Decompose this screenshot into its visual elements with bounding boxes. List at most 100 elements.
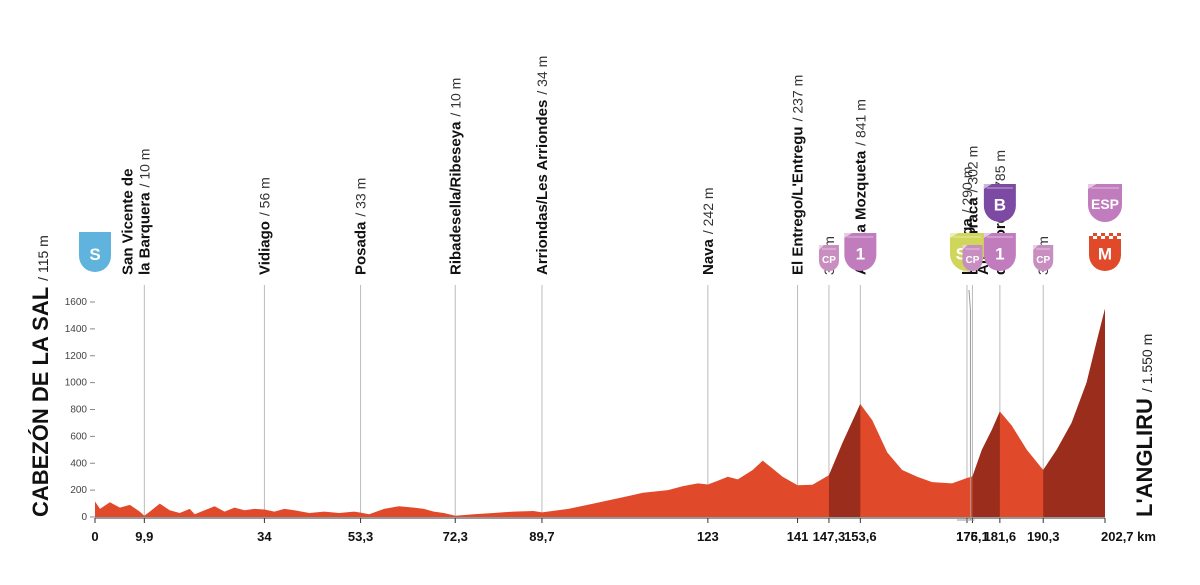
finish-altitude: / 1.550 m — [1139, 334, 1155, 392]
x-tick-label: 89,7 — [529, 529, 554, 544]
location-name: El Entrego/L'Entregu — [790, 126, 807, 275]
checker-cell — [1101, 236, 1105, 239]
x-tick-label: 72,3 — [443, 529, 468, 544]
location-name: Nava — [700, 238, 717, 275]
location-altitude: / 10 m — [447, 78, 463, 117]
x-tick-label: 34 — [257, 529, 272, 544]
y-tick-label: 800 — [70, 405, 87, 416]
x-tick-label: 141 — [787, 529, 809, 544]
badge-special: ESP — [1088, 184, 1122, 222]
location-name: Posada — [353, 221, 370, 275]
badge-mountain: 1 — [983, 233, 1016, 271]
climb-area-2 — [1043, 308, 1105, 517]
location-name: Vidiago — [256, 221, 273, 275]
badge-bonus: B — [983, 184, 1016, 222]
location-altitude: / 237 m — [790, 75, 806, 122]
badge-notch — [1033, 245, 1039, 250]
x-tick-label: 153,6 — [844, 529, 877, 544]
y-tick-label: 1000 — [65, 378, 88, 389]
badge-shape — [983, 233, 1016, 271]
y-tick-label: 600 — [70, 431, 87, 442]
climb-area-1 — [972, 411, 1000, 517]
badge-start: S — [79, 232, 111, 272]
badge-cp: CP — [1033, 245, 1054, 271]
y-tick-label: 1600 — [65, 297, 88, 308]
badge-text: M — [1098, 245, 1112, 264]
x-tick-label: 53,3 — [348, 529, 373, 544]
badge-text: ESP — [1091, 196, 1119, 212]
badge-finish: M — [1089, 233, 1121, 271]
y-tick-label: 1200 — [65, 351, 88, 362]
profile-area — [95, 308, 1105, 517]
start-altitude: / 115 m — [35, 235, 51, 281]
badge-notch — [962, 245, 968, 250]
x-tick-label: 181,6 — [984, 529, 1017, 544]
location-label: Arriondas/Les Arriondes / 34 m — [534, 56, 551, 275]
badge-shape — [1088, 184, 1122, 222]
badge-notch — [818, 245, 824, 250]
location-altitude: / 290 m — [959, 167, 975, 214]
location-altitude: / 34 m — [534, 56, 550, 95]
badge-notch — [1088, 184, 1097, 189]
badge-text: B — [994, 196, 1006, 215]
location-label: Posada / 33 m — [353, 178, 370, 275]
badge-shape — [79, 232, 111, 272]
badge-shape — [962, 245, 983, 271]
location-altitude: / 242 m — [700, 187, 716, 234]
checker-cell — [1117, 236, 1121, 239]
badge-shape — [818, 245, 839, 271]
x-tick-label: 123 — [697, 529, 719, 544]
badge-text: CP — [822, 255, 836, 266]
checker-cell — [1105, 233, 1109, 236]
badge-cp: CP — [818, 245, 839, 271]
location-altitude: / 33 m — [353, 178, 369, 217]
location-name: la Barquera — [136, 192, 153, 275]
y-tick-label: 0 — [81, 512, 87, 523]
badge-text: 1 — [995, 245, 1004, 264]
x-tick-label: 202,7 km — [1101, 529, 1156, 544]
badge-notch — [983, 233, 992, 238]
badge-text: S — [89, 245, 100, 264]
x-tick-label: 0 — [91, 529, 98, 544]
x-tick-label: 147,3 — [813, 529, 846, 544]
start-label: CABEZÓN DE LA SAL / 115 m — [28, 235, 53, 517]
badge-shape — [983, 184, 1016, 222]
location-label: Ribadesella/Ribeseya / 10 m — [447, 78, 464, 275]
badge-text: 1 — [856, 245, 865, 264]
y-tick-label: 200 — [70, 485, 87, 496]
x-tick-label: 9,9 — [135, 529, 153, 544]
y-tick-label: 1400 — [65, 324, 88, 335]
location-label: Nava / 242 m — [700, 187, 717, 275]
location-label: Vidiago / 56 m — [256, 177, 273, 275]
x-tick-label: 175 — [956, 529, 978, 544]
location-altitude: / 841 m — [852, 99, 868, 146]
badge-notch — [983, 184, 992, 189]
location-altitude: / 10 m — [136, 149, 152, 188]
location-label: El Entrego/L'Entregu / 237 m — [790, 75, 807, 275]
badge-notch — [949, 233, 959, 238]
badge-notch — [844, 233, 853, 238]
badge-cp: CP — [962, 245, 983, 271]
badge-text: CP — [1036, 255, 1050, 266]
badge-shape — [844, 233, 877, 271]
location-altitude: / 302 m — [964, 146, 980, 193]
location-name: San Vicente de — [119, 169, 136, 275]
climb-area-0 — [828, 404, 861, 517]
checker-cell — [1093, 236, 1097, 239]
sprint-connector — [968, 289, 971, 520]
checker-cell — [1109, 236, 1113, 239]
badge-shape — [1033, 245, 1054, 271]
start-name: CABEZÓN DE LA SAL — [28, 287, 53, 517]
x-tick-label: 176,1 — [956, 529, 989, 544]
y-tick-label: 400 — [70, 458, 87, 469]
badge-text: CP — [966, 255, 980, 266]
checker-cell — [1113, 233, 1117, 236]
location-name: Arriondas/Les Arriondes — [534, 100, 551, 275]
x-tick-label: 190,3 — [1027, 529, 1060, 544]
location-altitude: / 56 m — [256, 177, 272, 216]
badge-shape — [1089, 233, 1121, 271]
badge-mountain: 1 — [844, 233, 877, 271]
checker-cell — [1097, 233, 1101, 236]
finish-name: L'ANGLIRU — [1132, 398, 1157, 517]
